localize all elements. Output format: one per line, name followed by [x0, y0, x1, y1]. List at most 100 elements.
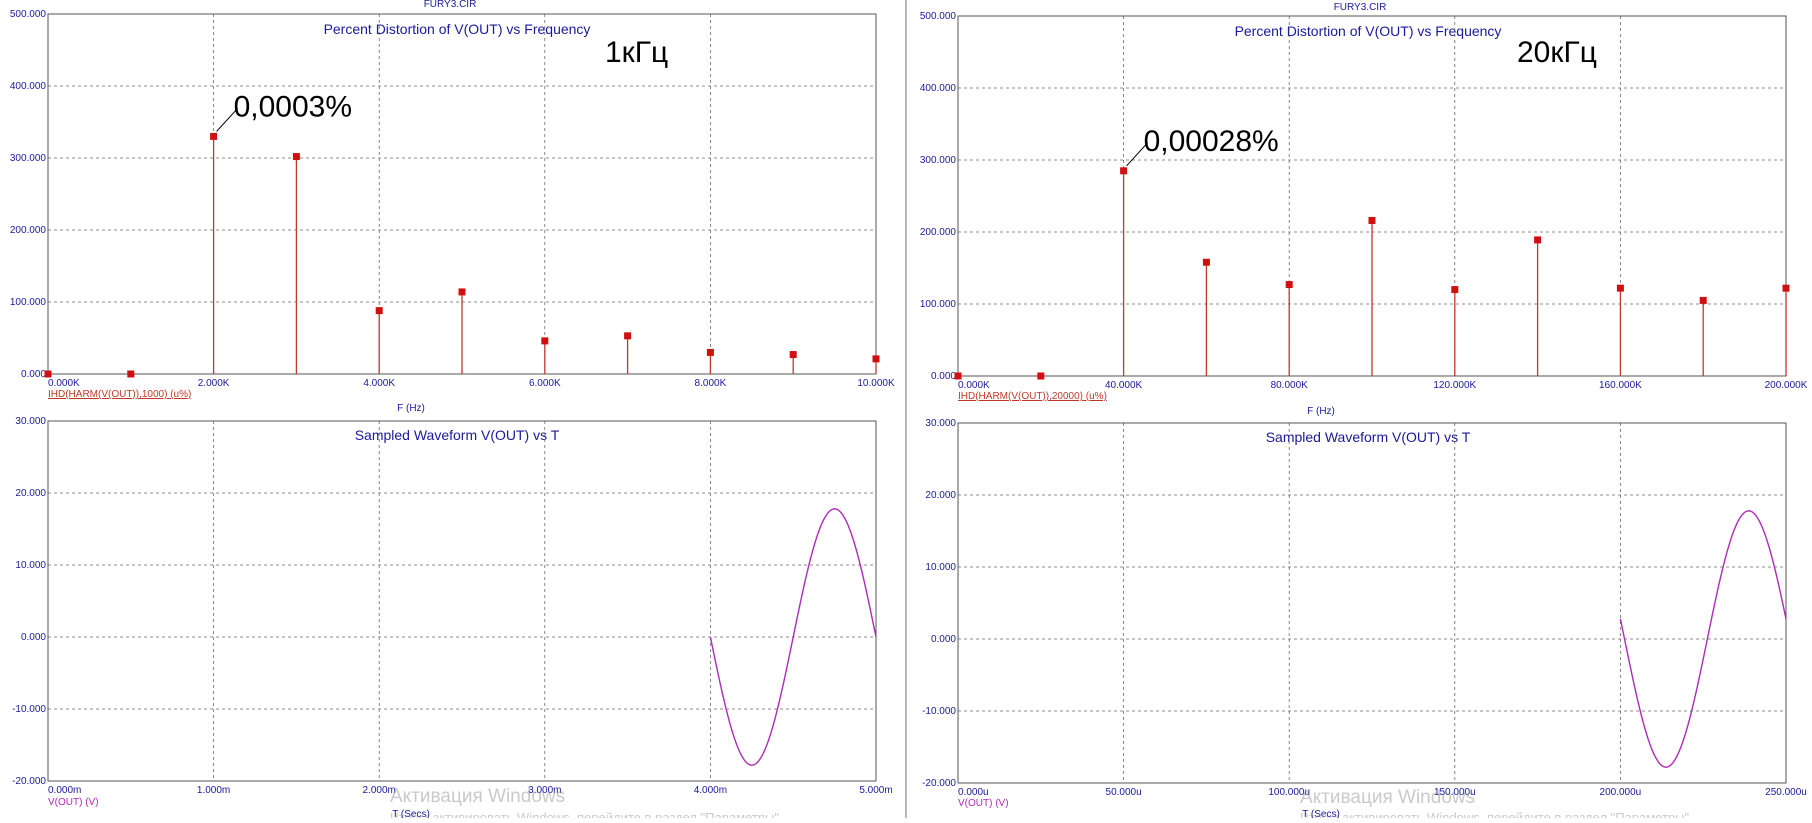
grid: [47, 420, 877, 782]
waveform-chart-1khz: Sampled Waveform V(OUT) vs T 30.000 20.00…: [12, 416, 893, 820]
y-ticks: 30.000 20.000 10.000 0.000 -10.000 -20.000: [922, 418, 956, 789]
y-tick-label: 100.000: [10, 297, 47, 308]
plot-frame: [47, 420, 877, 782]
plot-frame: [957, 422, 1787, 784]
marks: [1619, 510, 1787, 768]
watermark-text: Чтобы активировать Windows, перейдите в …: [1300, 810, 1693, 818]
chart-title: Percent Distortion of V(OUT) vs Frequenc…: [324, 21, 591, 37]
waveform-line: [1619, 510, 1787, 768]
windows-activation-watermark: Активация Windows Чтобы активировать Win…: [390, 786, 1693, 823]
x-tick-label: 0.000K: [48, 378, 80, 389]
y-tick-label: 10.000: [15, 560, 46, 571]
x-tick-label: 6.000K: [529, 378, 561, 389]
chart-title: Sampled Waveform V(OUT) vs T: [1266, 429, 1471, 445]
y-tick-label: 0.000: [21, 632, 46, 643]
file-title: FURY3.CIR: [1334, 2, 1387, 13]
series-label: IHD(HARM(V(OUT)),1000) (u%): [48, 389, 191, 400]
marks: [954, 167, 1790, 380]
y-tick-label: 100.000: [920, 299, 957, 310]
x-axis-label: T (Secs): [392, 809, 430, 818]
y-tick-label: 10.000: [925, 562, 956, 573]
x-tick-label: 4.000m: [694, 785, 727, 796]
x-tick-label: 80.000K: [1271, 380, 1309, 391]
y-ticks: 500.000 400.000 300.000 200.000 100.000 0.000: [10, 9, 47, 380]
watermark-text: Чтобы активировать Windows, перейдите в …: [390, 810, 783, 818]
series-label: V(OUT) (V): [958, 798, 1009, 809]
distortion-chart-20khz: FURY3.CIR Percent Distortion of V(OUT) v…: [920, 2, 1808, 417]
x-tick-label: 5.000m: [859, 785, 892, 796]
y-tick-label: 500.000: [10, 9, 47, 20]
x-tick-label: 0.000K: [958, 380, 990, 391]
marks: [44, 132, 880, 378]
y-tick-label: 200.000: [920, 227, 957, 238]
annotation: 0,00028%: [1144, 125, 1279, 158]
y-tick-label: -10.000: [922, 706, 956, 717]
y-tick-label: -20.000: [922, 778, 956, 789]
series-label: V(OUT) (V): [48, 797, 99, 808]
annotation-leader: [216, 108, 238, 132]
watermark-title: Активация Windows: [1300, 787, 1475, 808]
data-point: [624, 332, 632, 340]
y-tick-label: 200.000: [10, 225, 47, 236]
x-axis-label: F (Hz): [1307, 406, 1335, 417]
data-point: [1699, 296, 1707, 304]
frequency-label: 20кГц: [1517, 36, 1597, 69]
x-tick-label: 120.000K: [1433, 380, 1476, 391]
x-tick-label: 160.000K: [1599, 380, 1642, 391]
data-point: [706, 348, 714, 356]
y-tick-label: 0.000: [931, 634, 956, 645]
x-tick-label: 50.000u: [1106, 787, 1142, 798]
y-tick-label: 500.000: [920, 11, 957, 22]
data-point: [954, 372, 962, 380]
x-axis-label: T (Secs): [1302, 809, 1340, 818]
x-tick-label: 10.000K: [857, 378, 895, 389]
y-tick-label: 30.000: [15, 416, 46, 427]
y-tick-label: 300.000: [10, 153, 47, 164]
y-tick-label: 30.000: [925, 418, 956, 429]
data-point: [1782, 284, 1790, 292]
y-tick-label: 0.000: [931, 371, 956, 382]
annotation-leader: [1126, 142, 1148, 167]
file-title: FURY3.CIR: [424, 0, 477, 10]
y-ticks: 500.000 400.000 300.000 200.000 100.000 0.000: [920, 11, 957, 382]
series-label: IHD(HARM(V(OUT)),20000) (u%): [958, 391, 1107, 402]
grid: [957, 422, 1787, 784]
marks: [709, 508, 877, 766]
x-tick-label: 40.000K: [1105, 380, 1143, 391]
chart-title: Sampled Waveform V(OUT) vs T: [355, 427, 560, 443]
data-point: [127, 370, 135, 378]
waveform-chart-20khz: Sampled Waveform V(OUT) vs T 30.000 20.00…: [922, 418, 1807, 820]
x-tick-label: 1.000m: [197, 785, 230, 796]
chart-title: Percent Distortion of V(OUT) vs Frequenc…: [1235, 23, 1502, 39]
data-point: [44, 370, 52, 378]
data-point: [1120, 167, 1128, 175]
x-tick-label: 150.000u: [1434, 787, 1476, 798]
frequency-label: 1кГц: [605, 36, 668, 69]
watermark-title: Активация Windows: [390, 786, 565, 807]
y-tick-label: 20.000: [15, 488, 46, 499]
data-point: [872, 355, 880, 363]
y-tick-label: 400.000: [920, 83, 957, 94]
data-point: [1616, 284, 1624, 292]
data-point: [1534, 236, 1542, 244]
data-point: [1451, 286, 1459, 294]
waveform-line: [709, 508, 877, 766]
data-point: [1368, 216, 1376, 224]
x-tick-label: 2.000K: [198, 378, 230, 389]
x-axis-label: F (Hz): [397, 403, 425, 414]
y-tick-label: 300.000: [920, 155, 957, 166]
y-tick-label: -20.000: [12, 776, 46, 787]
y-tick-label: 0.000: [21, 369, 46, 380]
x-tick-label: 8.000K: [695, 378, 727, 389]
x-tick-label: 100.000u: [1268, 787, 1310, 798]
data-point: [292, 153, 300, 161]
y-tick-label: 20.000: [925, 490, 956, 501]
x-tick-label: 3.000m: [528, 785, 561, 796]
x-tick-label: 4.000K: [363, 378, 395, 389]
y-ticks: 30.000 20.000 10.000 0.000 -10.000 -20.000: [12, 416, 46, 787]
x-ticks: 0.000u 50.000u 100.000u 150.000u 200.000u 250…: [958, 787, 1807, 798]
y-tick-label: -10.000: [12, 704, 46, 715]
data-point: [789, 351, 797, 359]
